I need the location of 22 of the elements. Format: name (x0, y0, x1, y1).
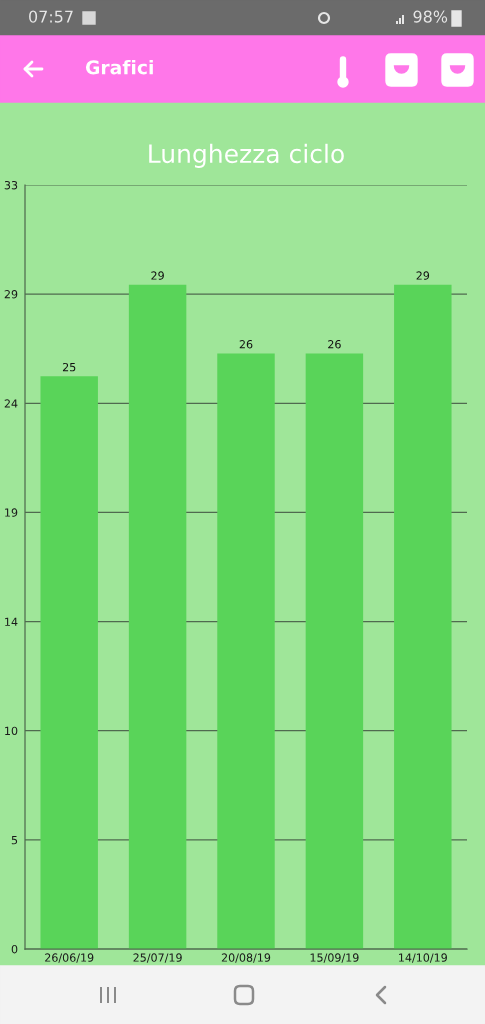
y-tick-label: 5 (11, 836, 18, 845)
y-tick-label: 14 (5, 617, 18, 626)
data-label: 25 (62, 362, 76, 372)
x-tick-label: 26/06/19 (45, 953, 94, 963)
x-tick-label: 25/07/19 (133, 953, 182, 963)
y-tick-label: 33 (4, 180, 18, 190)
data-label: 29 (151, 271, 164, 280)
x-tick-label: 14/10/19 (399, 953, 447, 963)
y-tick-label: 19 (5, 508, 18, 517)
y-tick-label: 0 (11, 944, 18, 954)
y-tick-label: 10 (5, 726, 18, 736)
data-label: 26 (239, 340, 253, 349)
chart-title: Lunghezza ciclo (149, 143, 344, 168)
x-tick-label: 15/09/19 (310, 953, 359, 963)
text: 07:57 (29, 10, 73, 23)
x-tick-label: 20/08/19 (221, 953, 271, 963)
y-tick-label: 29 (4, 290, 18, 299)
data-label: 26 (328, 340, 341, 349)
text: 98% (413, 10, 448, 23)
text: Grafici (85, 59, 153, 75)
y-tick-label: 24 (4, 399, 18, 408)
data-label: 29 (416, 271, 430, 280)
